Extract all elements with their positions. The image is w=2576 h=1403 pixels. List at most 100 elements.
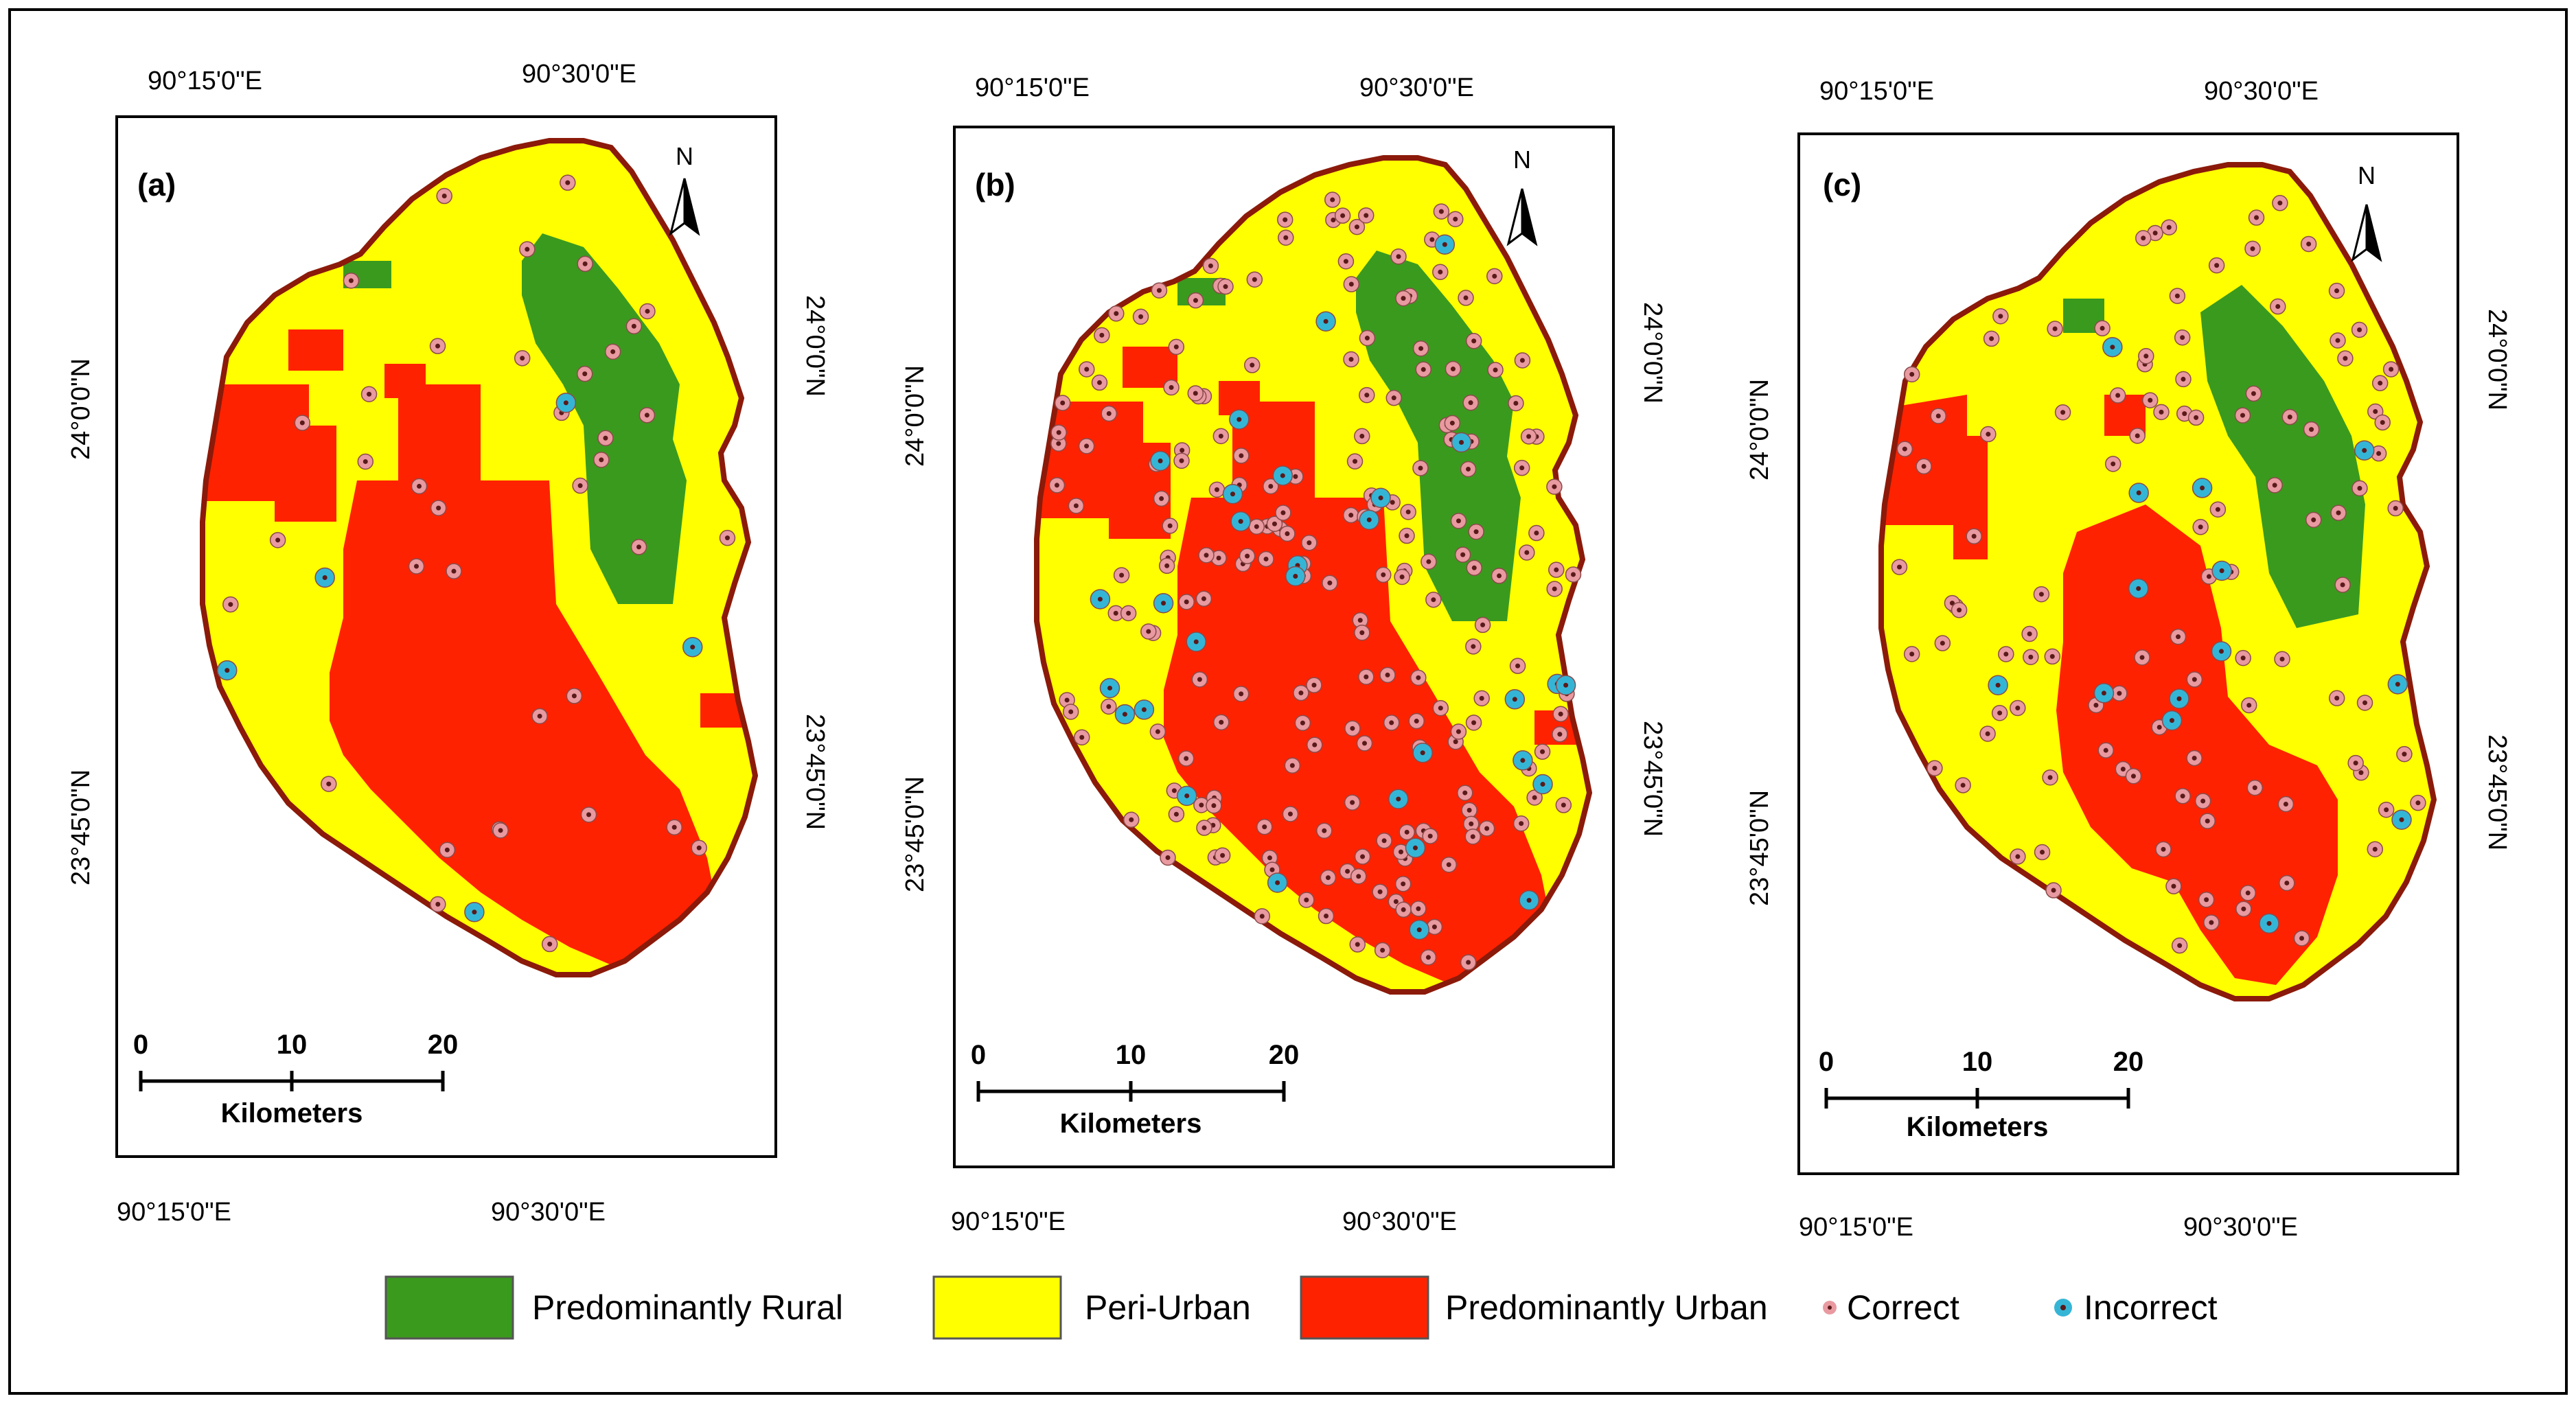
correct-sample-point <box>576 365 593 382</box>
correct-sample-point <box>1266 515 1283 532</box>
sample-points-c <box>1891 195 2426 954</box>
correct-sample-point <box>1068 498 1085 514</box>
correct-sample-point <box>1217 278 1234 295</box>
correct-sample-point <box>1420 949 1437 966</box>
correct-sample-point <box>1896 441 1913 457</box>
correct-sample-point <box>1372 883 1388 901</box>
correct-sample-point <box>2246 779 2264 796</box>
correct-sample-point <box>2270 298 2286 315</box>
correct-sample-point <box>1903 366 1920 383</box>
correct-sample-point <box>2194 793 2211 809</box>
bottom-longitude-label: 90°15'0"E <box>951 1207 1066 1236</box>
correct-sample-point <box>1101 698 1117 715</box>
correct-sample-point <box>2045 882 2062 898</box>
incorrect-sample-point <box>1412 743 1433 763</box>
map-panel-c <box>1797 132 2459 1175</box>
correct-sample-point <box>1891 559 1908 575</box>
correct-sample-point <box>1552 706 1569 722</box>
correct-sample-point <box>2351 321 2368 338</box>
correct-sample-point <box>1307 737 1323 753</box>
incorrect-sample-point <box>1285 566 1306 587</box>
correct-sample-point <box>1149 723 1166 740</box>
correct-sample-point <box>2328 690 2345 706</box>
correct-sample-point <box>2279 874 2295 892</box>
incorrect-sample-point <box>1409 919 1429 940</box>
correct-sample-point <box>1508 395 1524 412</box>
correct-sample-point <box>1903 646 1920 662</box>
top-longitude-label: 90°15'0"E <box>975 73 1090 102</box>
correct-sample-point <box>429 338 446 354</box>
incorrect-sample-point <box>2354 440 2375 461</box>
correct-sample-point <box>2169 288 2186 304</box>
incorrect-sample-point <box>2169 688 2189 709</box>
correct-sample-point <box>2174 329 2191 346</box>
correct-sample-point <box>1376 833 1392 849</box>
correct-sample-point <box>1394 568 1410 585</box>
correct-sample-point <box>1927 760 1943 776</box>
correct-sample-point <box>1091 374 1108 391</box>
correct-sample-point <box>1400 504 1416 520</box>
right-latitude-label: 23°45'0"N <box>1638 721 1667 837</box>
right-latitude-label: 24°0'0"N <box>1638 302 1667 404</box>
correct-sample-point <box>1073 729 1090 745</box>
correct-sample-point <box>1390 248 1407 265</box>
correct-sample-point <box>639 407 656 424</box>
correct-sample-point <box>1486 268 1503 285</box>
correct-sample-point <box>1202 257 1219 275</box>
correct-sample-point <box>1140 623 1157 640</box>
correct-sample-point <box>1316 822 1333 839</box>
left-latitude-label: 23°45'0"N <box>1745 790 1774 906</box>
correct-sample-point <box>1160 849 1176 866</box>
correct-sample-point <box>2245 385 2262 402</box>
correct-sample-point <box>1425 591 1442 608</box>
incorrect-sample-point <box>555 393 577 413</box>
correct-sample-point <box>1349 936 1366 953</box>
correct-sample-point <box>1348 218 1366 235</box>
legend-label: Incorrect <box>2084 1288 2218 1327</box>
incorrect-sample-point <box>2128 483 2149 503</box>
top-longitude-label: 90°30'0"E <box>2204 77 2319 106</box>
correct-sample-point <box>1254 908 1271 925</box>
correct-sample-point <box>2293 930 2310 947</box>
correct-sample-point <box>2300 235 2317 253</box>
correct-sample-point <box>357 453 374 470</box>
correct-sample-point <box>1343 276 1360 292</box>
correct-sample-point <box>1342 507 1359 524</box>
correct-sample-point <box>1998 646 2014 662</box>
correct-sample-point <box>2371 375 2389 391</box>
scale-bar: 0 10 20 Kilometers <box>971 1040 1299 1139</box>
correct-sample-point <box>269 532 286 548</box>
correct-sample-point <box>1123 811 1140 828</box>
north-label: N <box>2358 161 2376 189</box>
scale-unit: Kilometers <box>1907 1112 2049 1142</box>
correct-sample-point <box>1546 581 1563 597</box>
correct-sample-point <box>2248 209 2265 226</box>
correct-sample-point <box>2170 628 2187 645</box>
incorrect-sample-point <box>1555 675 1576 695</box>
correct-sample-point <box>1513 459 1530 476</box>
correct-sample-point <box>1232 686 1250 702</box>
correct-sample-point <box>2410 794 2426 811</box>
correct-sample-point <box>566 688 583 704</box>
incorrect-sample-point <box>1513 750 1533 771</box>
correct-sample-point <box>666 819 682 836</box>
correct-sample-point <box>580 807 597 823</box>
scale-tick: 10 <box>1962 1047 1993 1077</box>
correct-sample-point <box>1460 954 1477 971</box>
correct-sample-point <box>2161 219 2178 235</box>
correct-sample-point <box>1132 308 1149 325</box>
incorrect-sample-point <box>1090 589 1111 610</box>
correct-sample-point <box>541 936 558 953</box>
bottom-longitude-label: 90°15'0"E <box>117 1198 231 1227</box>
correct-sample-point <box>1983 330 2000 347</box>
incorrect-sample-point <box>2387 674 2408 695</box>
correct-sample-point <box>1343 351 1359 368</box>
correct-sample-point <box>1284 757 1301 774</box>
incorrect-sample-point <box>682 636 703 658</box>
correct-sample-point <box>360 386 378 402</box>
top-longitude-label: 90°30'0"E <box>1359 73 1474 102</box>
scale-tick: 20 <box>1269 1040 1300 1070</box>
rural-patch <box>2063 299 2104 333</box>
scale-tick: 0 <box>1819 1047 1834 1077</box>
correct-sample-point <box>1206 797 1222 814</box>
